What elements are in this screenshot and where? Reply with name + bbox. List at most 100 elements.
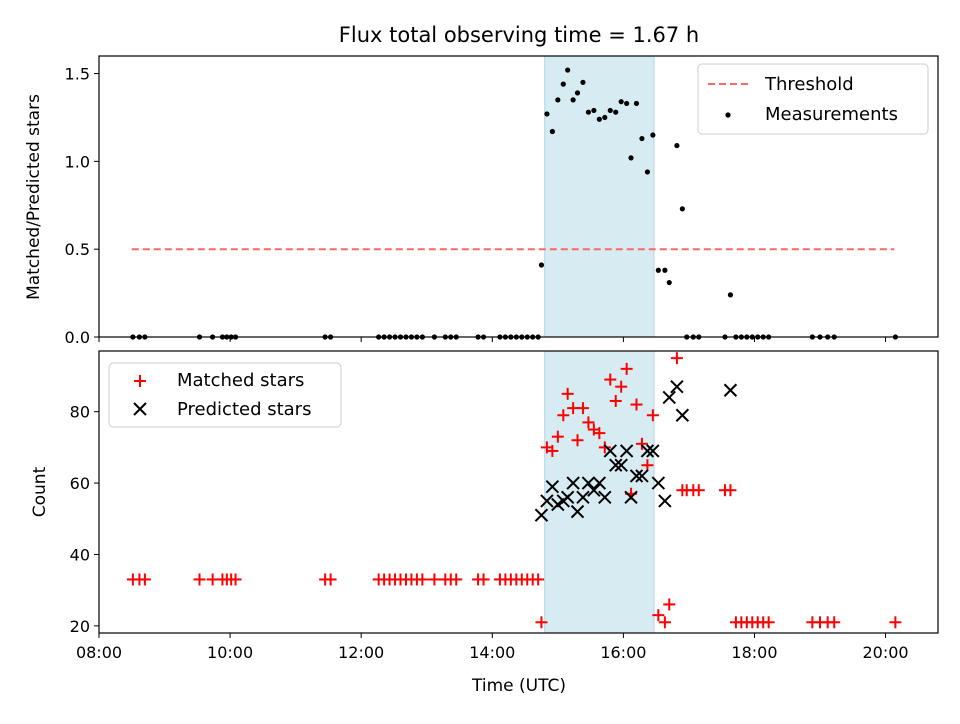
legend-matched-label: Matched stars xyxy=(177,370,304,391)
observing-window-shade xyxy=(544,55,655,338)
predicted-star-point xyxy=(609,458,623,472)
predicted-star-point xyxy=(723,383,738,397)
matched-star-point xyxy=(658,616,671,629)
x-axis-label: Time (UTC) xyxy=(471,676,566,696)
matched-star-point xyxy=(620,362,633,375)
x-tick-label: 20:00 xyxy=(863,643,909,662)
x-tick-label: 12:00 xyxy=(338,643,384,662)
matched-star-point xyxy=(670,352,683,365)
measurement-point xyxy=(591,107,597,114)
measurement-point xyxy=(639,135,645,142)
matched-star-point xyxy=(477,573,490,586)
matched-star-point xyxy=(532,573,545,586)
matched-star-point xyxy=(551,430,564,443)
predicted-star-point xyxy=(581,476,596,490)
measurement-point xyxy=(662,267,668,273)
matched-star-point xyxy=(416,573,429,586)
legend-predicted-swatch xyxy=(133,402,147,416)
count-y-tick-label: 80 xyxy=(70,403,90,422)
predicted-star-point xyxy=(662,390,676,405)
matched-star-point xyxy=(598,441,611,454)
matched-star-point xyxy=(450,573,463,586)
predicted-star-point xyxy=(619,444,634,458)
measurement-point xyxy=(596,116,602,122)
x-tick-label: 10:00 xyxy=(207,643,253,662)
measurement-point xyxy=(570,97,576,103)
ratio-legend: Threshold Measurements xyxy=(697,63,929,135)
predicted-star-point xyxy=(629,469,644,483)
predicted-star-point xyxy=(540,494,554,508)
predicted-star-point xyxy=(670,379,684,394)
matched-star-point xyxy=(535,616,548,629)
measurement-point xyxy=(585,109,592,115)
predicted-star-point xyxy=(624,490,638,505)
measurement-point xyxy=(727,292,734,298)
measurement-point xyxy=(607,107,613,114)
measurement-point xyxy=(544,111,550,117)
matched-star-point xyxy=(576,402,589,415)
count-y-tick-label: 60 xyxy=(70,474,90,493)
ratio-panel-frame xyxy=(98,55,939,338)
measurement-point xyxy=(538,262,545,268)
predicted-star-point xyxy=(635,469,649,483)
x-tick-label: 08:00 xyxy=(76,643,122,662)
count-legend: Matched stars Predicted stars xyxy=(108,362,342,428)
x-tick-label: 16:00 xyxy=(600,643,646,662)
measurement-point xyxy=(655,267,661,273)
ratio-y-axis-label: Matched/Predicted stars xyxy=(24,94,44,300)
predicted-star-point xyxy=(651,476,666,490)
matched-star-point xyxy=(193,573,206,586)
predicted-star-point xyxy=(598,490,612,505)
measurement-point xyxy=(633,100,640,107)
matched-star-point xyxy=(428,573,441,586)
matched-star-point xyxy=(641,459,654,472)
measurement-point xyxy=(618,99,624,105)
matched-star-point xyxy=(646,409,659,422)
x-tick-label: 18:00 xyxy=(731,643,777,662)
predicted-star-point xyxy=(534,508,549,522)
count-y-tick-label: 40 xyxy=(70,545,90,564)
predicted-star-point xyxy=(576,490,590,505)
measurement-point xyxy=(602,114,608,121)
measurement-point xyxy=(628,155,634,161)
measurement-point xyxy=(624,100,630,107)
matched-star-point xyxy=(663,598,676,611)
measurement-point xyxy=(666,279,672,286)
predicted-star-point xyxy=(566,476,580,490)
chart-title: Flux total observing time = 1.67 h xyxy=(339,23,699,47)
matched-star-point xyxy=(762,616,775,629)
matched-star-point xyxy=(692,484,705,497)
count-y-tick-label: 20 xyxy=(70,617,90,636)
legend-measurements-label: Measurements xyxy=(765,104,898,125)
legend-matched-swatch xyxy=(134,375,146,387)
matched-star-point xyxy=(229,573,242,586)
matched-star-point xyxy=(138,573,151,586)
ratio-y-tick-label: 0.5 xyxy=(65,240,90,259)
matched-star-point xyxy=(546,444,559,457)
legend-measurements-swatch xyxy=(725,112,731,118)
ratio-y-tick-label: 1.5 xyxy=(65,65,90,84)
matched-star-point xyxy=(571,434,584,447)
measurement-point xyxy=(613,109,619,115)
matched-star-point xyxy=(324,573,337,586)
measurement-point xyxy=(674,142,680,149)
measurement-point xyxy=(679,206,685,212)
matched-star-point xyxy=(561,387,574,400)
measurement-point xyxy=(644,169,651,175)
count-panel-frame xyxy=(98,350,939,634)
predicted-star-point xyxy=(560,490,575,505)
measurement-point xyxy=(574,90,581,96)
predicted-star-point xyxy=(646,444,660,458)
ratio-y-tick-label: 0.0 xyxy=(65,328,90,347)
legend-threshold-label: Threshold xyxy=(764,74,854,95)
matched-star-point xyxy=(615,380,628,393)
predicted-star-point xyxy=(603,444,617,458)
measurement-point xyxy=(560,81,566,87)
matched-star-point xyxy=(724,484,737,497)
measurement-point xyxy=(650,132,656,138)
matched-star-point xyxy=(889,616,902,629)
matched-star-point xyxy=(593,427,606,440)
matched-star-point xyxy=(635,437,648,450)
predicted-star-point xyxy=(614,458,628,472)
